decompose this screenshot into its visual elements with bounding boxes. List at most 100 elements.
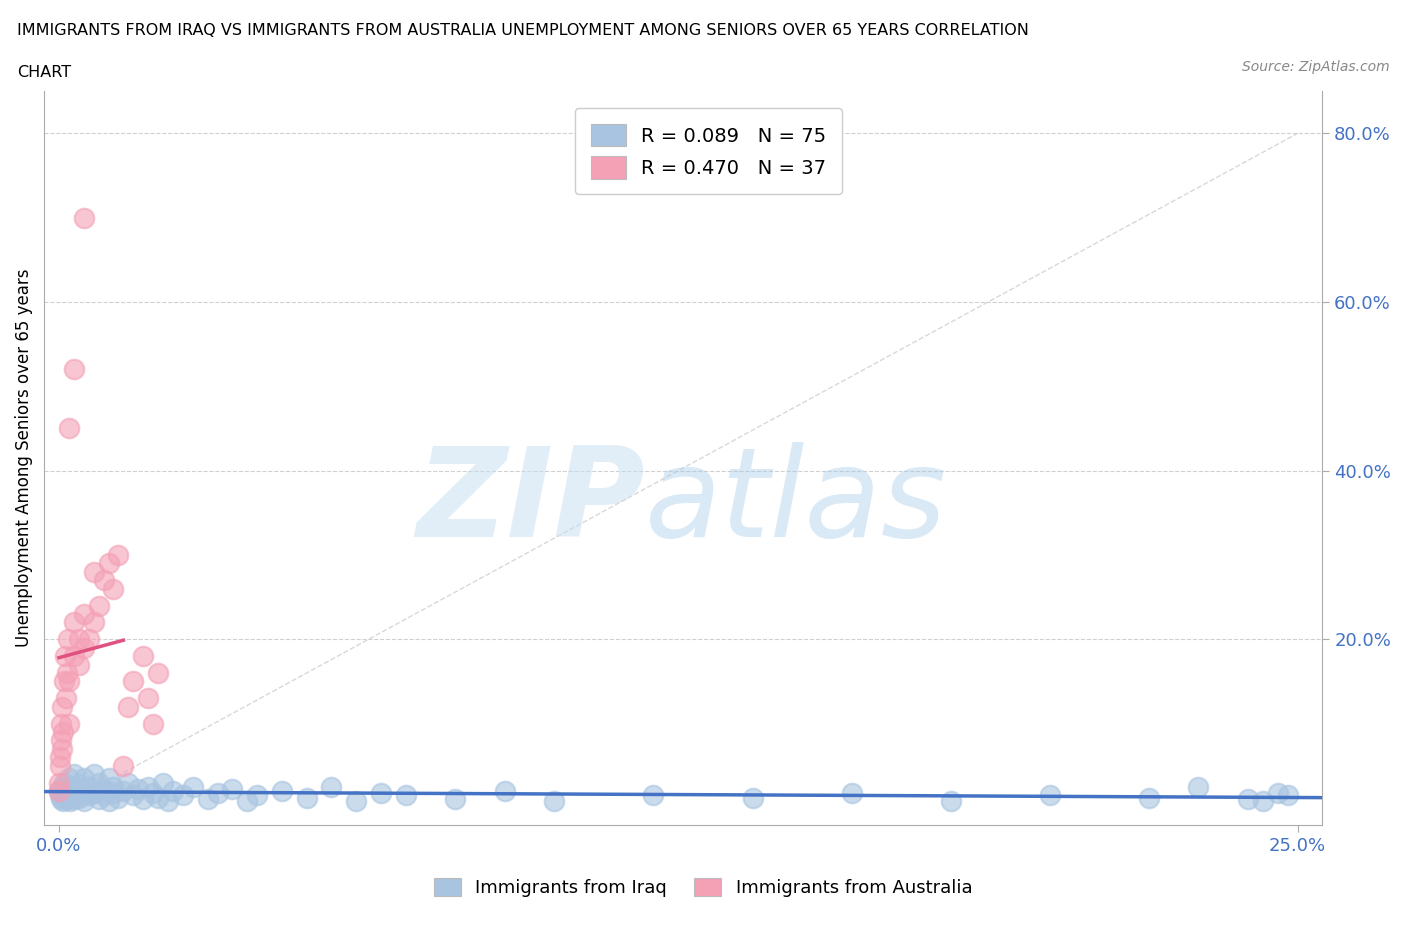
Point bbox=[60, 779, 83, 794]
Point bbox=[107, 548, 129, 563]
Point bbox=[63, 766, 86, 781]
Point bbox=[58, 788, 80, 803]
Point bbox=[197, 792, 219, 807]
Point bbox=[58, 716, 80, 731]
Point bbox=[52, 790, 75, 805]
Point bbox=[142, 785, 165, 800]
Point bbox=[321, 779, 343, 794]
Text: ZIP: ZIP bbox=[416, 442, 645, 563]
Point bbox=[83, 565, 105, 579]
Point bbox=[52, 775, 75, 790]
Point bbox=[73, 782, 96, 797]
Point bbox=[49, 733, 72, 748]
Point bbox=[295, 790, 318, 805]
Point bbox=[156, 793, 179, 808]
Point bbox=[73, 606, 96, 621]
Point bbox=[1039, 788, 1062, 803]
Legend: R = 0.089   N = 75, R = 0.470   N = 37: R = 0.089 N = 75, R = 0.470 N = 37 bbox=[575, 108, 842, 194]
Point bbox=[221, 782, 243, 797]
Point bbox=[56, 631, 79, 646]
Point bbox=[56, 666, 79, 681]
Point bbox=[103, 581, 125, 596]
Point bbox=[77, 779, 100, 794]
Text: IMMIGRANTS FROM IRAQ VS IMMIGRANTS FROM AUSTRALIA UNEMPLOYMENT AMONG SENIORS OVE: IMMIGRANTS FROM IRAQ VS IMMIGRANTS FROM … bbox=[17, 23, 1029, 38]
Point bbox=[51, 779, 73, 794]
Point bbox=[97, 556, 120, 571]
Point bbox=[112, 758, 135, 773]
Point bbox=[207, 785, 229, 800]
Point bbox=[83, 766, 105, 781]
Point bbox=[58, 674, 80, 689]
Point bbox=[73, 771, 96, 786]
Point bbox=[395, 788, 418, 803]
Point bbox=[53, 785, 76, 800]
Point bbox=[52, 724, 75, 739]
Point bbox=[51, 716, 73, 731]
Point bbox=[181, 779, 204, 794]
Point bbox=[49, 758, 72, 773]
Point bbox=[87, 792, 110, 807]
Point bbox=[246, 788, 269, 803]
Point bbox=[444, 792, 467, 807]
Point bbox=[117, 775, 139, 790]
Point bbox=[146, 666, 169, 681]
Y-axis label: Unemployment Among Seniors over 65 years: Unemployment Among Seniors over 65 years bbox=[15, 269, 32, 647]
Point bbox=[77, 788, 100, 803]
Point bbox=[63, 788, 86, 803]
Point bbox=[63, 792, 86, 807]
Point bbox=[48, 775, 70, 790]
Point bbox=[87, 598, 110, 613]
Point bbox=[53, 649, 76, 664]
Point bbox=[107, 790, 129, 805]
Point bbox=[49, 750, 72, 764]
Point bbox=[494, 784, 516, 799]
Point bbox=[132, 792, 155, 807]
Point bbox=[122, 674, 145, 689]
Point bbox=[93, 573, 115, 588]
Point bbox=[52, 674, 75, 689]
Point bbox=[48, 784, 70, 799]
Point bbox=[142, 716, 165, 731]
Point bbox=[48, 784, 70, 799]
Text: atlas: atlas bbox=[645, 442, 948, 563]
Point bbox=[1267, 785, 1289, 800]
Point bbox=[136, 691, 159, 706]
Point bbox=[122, 788, 145, 803]
Point bbox=[59, 784, 82, 799]
Point bbox=[236, 793, 259, 808]
Point bbox=[52, 793, 75, 808]
Point bbox=[73, 640, 96, 655]
Point bbox=[344, 793, 367, 808]
Point bbox=[136, 779, 159, 794]
Point bbox=[73, 793, 96, 808]
Point bbox=[87, 775, 110, 790]
Point bbox=[643, 788, 665, 803]
Point bbox=[63, 362, 86, 377]
Text: Source: ZipAtlas.com: Source: ZipAtlas.com bbox=[1241, 60, 1389, 74]
Point bbox=[127, 782, 149, 797]
Point bbox=[162, 784, 184, 799]
Point bbox=[103, 779, 125, 794]
Point bbox=[1277, 788, 1299, 803]
Point bbox=[97, 793, 120, 808]
Point bbox=[73, 210, 96, 225]
Point bbox=[63, 615, 86, 630]
Legend: Immigrants from Iraq, Immigrants from Australia: Immigrants from Iraq, Immigrants from Au… bbox=[426, 870, 980, 904]
Point bbox=[51, 699, 73, 714]
Text: CHART: CHART bbox=[17, 65, 70, 80]
Point bbox=[152, 775, 174, 790]
Point bbox=[67, 790, 90, 805]
Point bbox=[51, 741, 73, 756]
Point bbox=[58, 771, 80, 786]
Point bbox=[1237, 792, 1260, 807]
Point bbox=[1187, 779, 1209, 794]
Point bbox=[58, 421, 80, 436]
Point bbox=[67, 631, 90, 646]
Point bbox=[146, 790, 169, 805]
Point bbox=[55, 782, 77, 797]
Point bbox=[67, 658, 90, 672]
Point bbox=[83, 615, 105, 630]
Point bbox=[741, 790, 763, 805]
Point bbox=[56, 792, 79, 807]
Point bbox=[55, 691, 77, 706]
